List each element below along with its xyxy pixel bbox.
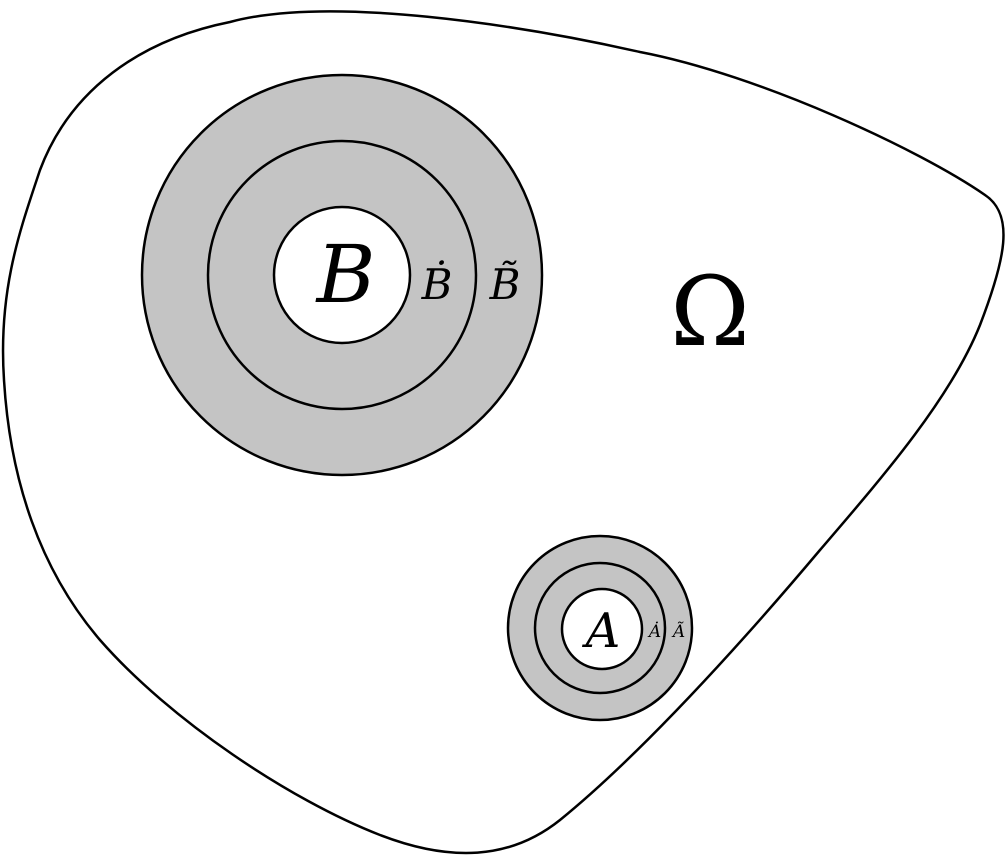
domain-omega-label: Ω: [670, 256, 750, 368]
ball-a-label: A: [582, 603, 621, 659]
ball-b-dot-label: Ḃ: [421, 259, 453, 309]
ball-b-label: B: [315, 228, 376, 321]
domain-omega-boundary: [1, 10, 1005, 855]
ball-a-dot-label: Ȧ: [647, 621, 661, 642]
ball-a-circle: [560, 587, 644, 671]
ball-a-tilde-label: Ã: [671, 621, 685, 642]
ball-b-circle: [272, 205, 412, 345]
ball-b-tilde-label: B̃: [489, 259, 521, 309]
ball-a-group: A Ȧ Ã: [506, 534, 694, 722]
ball-b-group: B Ḃ B̃: [140, 73, 544, 477]
